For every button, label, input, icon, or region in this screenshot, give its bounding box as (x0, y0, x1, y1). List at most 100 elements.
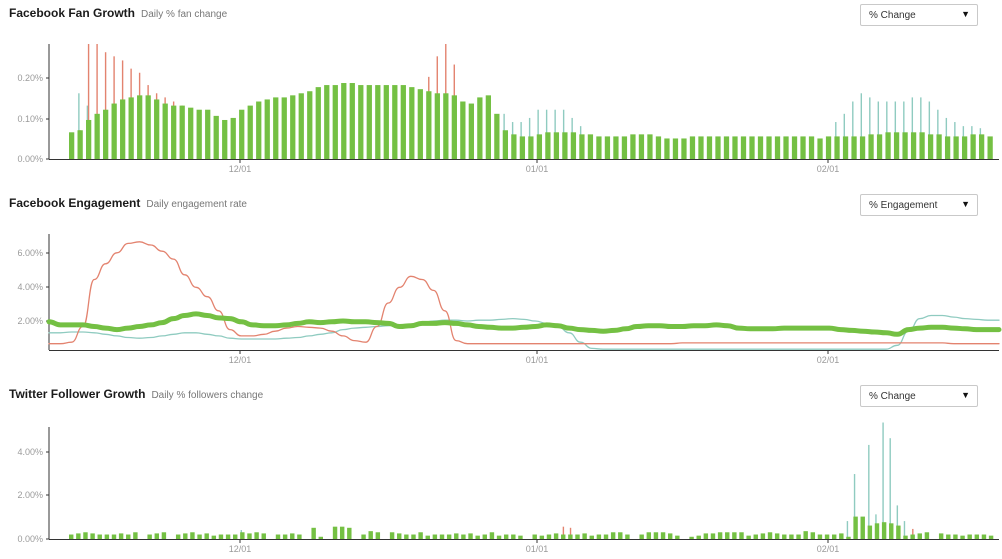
bar-mark (475, 535, 480, 539)
bar-mark (454, 533, 459, 539)
bar-mark (233, 534, 238, 539)
bar-mark (417, 89, 423, 159)
bar-mark (532, 534, 537, 539)
bar-mark (653, 532, 659, 539)
bar-mark (211, 535, 217, 539)
bar-mark (307, 91, 313, 159)
triangle-down-icon: ▼ (961, 199, 970, 209)
fan-growth-metric-select[interactable]: % Change ▼ (860, 4, 978, 26)
bar-mark (290, 533, 295, 539)
bar-mark (604, 136, 611, 159)
bar-mark (760, 533, 766, 539)
bar-mark (392, 85, 398, 159)
bar-mark (375, 85, 381, 159)
bar-mark (740, 136, 747, 159)
bar-mark (145, 95, 151, 159)
bar-mark (846, 536, 851, 539)
bar-mark (477, 97, 483, 159)
bar-mark (400, 85, 406, 159)
spike-mark (886, 101, 888, 159)
spike-mark (903, 101, 905, 159)
bar-mark (723, 136, 730, 159)
spike-mark (882, 422, 884, 539)
bar-mark (69, 534, 74, 539)
spike-mark (911, 97, 914, 159)
bar-mark (275, 534, 281, 539)
spike-mark (78, 93, 80, 159)
bar-mark (667, 533, 673, 539)
bar-mark (960, 535, 965, 539)
bar-mark (696, 535, 701, 539)
bar-mark (315, 87, 321, 159)
bar-mark (528, 136, 534, 159)
bar-mark (264, 99, 270, 159)
twitter-growth-metric-select[interactable]: % Change ▼ (860, 385, 978, 407)
spike-mark (104, 52, 107, 159)
bar-mark (774, 136, 781, 159)
bar-mark (664, 138, 670, 159)
bar-mark (468, 533, 473, 539)
bar-mark (732, 136, 738, 159)
spike-mark (894, 101, 897, 159)
bar-mark (120, 99, 126, 159)
bar-mark (621, 136, 628, 159)
bar-mark (638, 134, 645, 159)
bar-mark (881, 522, 887, 539)
bar-mark (383, 85, 389, 159)
bar-mark (867, 525, 873, 539)
bar-mark (111, 534, 117, 539)
bar-mark (603, 534, 609, 539)
bar-mark (162, 103, 168, 159)
bar-mark (753, 534, 758, 539)
bar-mark (582, 533, 587, 539)
bar-mark (183, 533, 188, 539)
bar-mark (196, 109, 202, 159)
bar-mark (625, 534, 630, 539)
bar-mark (546, 534, 552, 539)
bar-mark (910, 132, 917, 159)
bar-mark (90, 533, 95, 539)
spike-mark (852, 101, 854, 159)
bar-mark (927, 134, 934, 159)
spike-mark (569, 527, 572, 539)
twitter-growth-title: Twitter Follower Growth Daily % followers… (9, 387, 263, 401)
bar-mark (347, 527, 352, 539)
bar-mark (489, 532, 495, 539)
bar-mark (868, 134, 874, 159)
bar-mark (126, 534, 131, 539)
bar-mark (446, 534, 452, 539)
bar-mark (218, 534, 224, 539)
bar-mark (254, 532, 259, 539)
bar-mark (460, 101, 466, 159)
bar-mark (511, 534, 516, 539)
bar-mark (261, 533, 266, 539)
engagement-select-value: % Engagement (869, 200, 938, 211)
bar-mark (86, 119, 92, 159)
bar-mark (281, 97, 287, 159)
bar-mark (519, 136, 526, 159)
bar-mark (970, 134, 976, 159)
bar-mark (703, 533, 709, 539)
bar-mark (111, 103, 117, 159)
engagement-subtitle: Daily engagement rate (146, 199, 247, 210)
bar-mark (137, 95, 143, 159)
bar-mark (568, 534, 573, 539)
engagement-panel: Facebook Engagement Daily engagement rate… (0, 190, 1002, 380)
bar-mark (810, 532, 816, 539)
bar-mark (953, 136, 959, 159)
bar-mark (197, 534, 202, 539)
twitter-growth-chart: 0.00% 2.00% 4.00% 12/01 01/01 02/01 (17, 422, 999, 554)
bar-mark (800, 136, 806, 159)
bar-mark (502, 130, 509, 159)
bar-mark (589, 535, 594, 539)
bar-mark (339, 526, 345, 539)
engagement-metric-select[interactable]: % Engagement ▼ (860, 194, 978, 216)
twitter-growth-panel: Twitter Follower Growth Daily % followers… (0, 381, 1002, 559)
bar-mark (468, 103, 474, 159)
x-tick-label: 12/01 (229, 544, 252, 554)
bar-mark (240, 532, 245, 539)
bar-mark (545, 132, 551, 159)
bar-mark (375, 532, 381, 539)
twitter-growth-title-text: Twitter Follower Growth (9, 387, 146, 401)
spike-mark (853, 474, 856, 539)
